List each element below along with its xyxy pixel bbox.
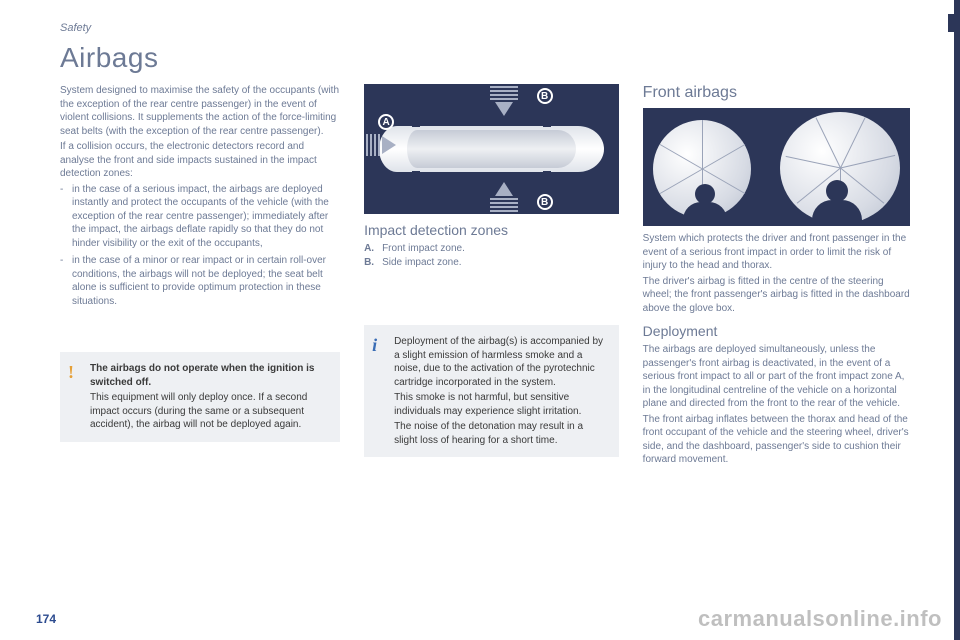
zone-b-label: B.: [364, 256, 382, 270]
zone-a-text: Front impact zone.: [382, 242, 465, 256]
front-airbags-heading: Front airbags: [643, 84, 910, 102]
section-label: Safety: [60, 22, 910, 34]
watermark: carmanualsonline.info: [698, 606, 942, 632]
zones-list: A. Front impact zone. B. Side impact zon…: [364, 242, 619, 269]
wheel: [543, 122, 551, 127]
warning-callout: ! The airbags do not operate when the ig…: [60, 352, 340, 442]
column-middle: A B B Impact detection zones A. Front im…: [364, 84, 619, 469]
intro-paragraph-2: If a collision occurs, the electronic de…: [60, 140, 340, 181]
wheel: [543, 171, 551, 176]
wheel: [412, 122, 420, 127]
right-p2: The driver's airbag is fitted in the cen…: [643, 275, 910, 316]
occupant-right: [812, 200, 862, 226]
front-impact-arrow: [366, 134, 396, 156]
deploy-p1: The airbags are deployed simultaneously,…: [643, 343, 910, 411]
right-body: System which protects the driver and fro…: [643, 232, 910, 315]
deploy-p2: The front airbag inflates between the th…: [643, 413, 910, 467]
warning-icon: !: [68, 360, 74, 384]
bullet-2: in the case of a minor or rear impact or…: [72, 254, 340, 308]
zone-row-a: A. Front impact zone.: [364, 242, 619, 256]
info-p2: This smoke is not harmful, but sensitive…: [394, 391, 607, 418]
page-title: Airbags: [60, 42, 910, 74]
side-impact-arrow-bottom: [490, 182, 518, 212]
occupant-right-head: [826, 180, 848, 202]
car-outline: [379, 126, 604, 172]
bullet-1: in the case of a serious impact, the air…: [72, 183, 340, 251]
page-number: 174: [36, 612, 56, 626]
intro-paragraph-1: System designed to maximise the safety o…: [60, 84, 340, 138]
diagram-badge-a: A: [378, 114, 394, 130]
info-icon: i: [372, 333, 377, 357]
deployment-body: The airbags are deployed simultaneously,…: [643, 343, 910, 467]
info-callout: i Deployment of the airbag(s) is accompa…: [364, 325, 619, 457]
warning-bold: The airbags do not operate when the igni…: [90, 363, 314, 388]
column-right: Front airbags: [643, 84, 910, 469]
front-airbags-diagram: [643, 108, 910, 226]
warning-body: This equipment will only deploy once. If…: [90, 391, 328, 432]
side-impact-arrow-top: [490, 86, 518, 116]
zone-a-label: A.: [364, 242, 382, 256]
wheel: [412, 171, 420, 176]
occupant-left-head: [695, 184, 715, 204]
zone-row-b: B. Side impact zone.: [364, 256, 619, 270]
column-left: System designed to maximise the safety o…: [60, 84, 340, 469]
zones-heading: Impact detection zones: [364, 222, 619, 238]
right-p1: System which protects the driver and fro…: [643, 232, 910, 273]
bullet-list: in the case of a serious impact, the air…: [60, 183, 340, 309]
impact-zones-diagram: A B B: [364, 84, 619, 214]
deployment-heading: Deployment: [643, 323, 910, 339]
intro-block: System designed to maximise the safety o…: [60, 84, 340, 181]
info-p3: The noise of the detonation may result i…: [394, 420, 607, 447]
occupant-left: [683, 202, 727, 226]
diagram-badge-b-bottom: B: [537, 194, 553, 210]
diagram-badge-b-top: B: [537, 88, 553, 104]
columns: System designed to maximise the safety o…: [60, 84, 910, 469]
zone-b-text: Side impact zone.: [382, 256, 462, 270]
page-content: Safety Airbags System designed to maximi…: [0, 0, 960, 640]
info-p1: Deployment of the airbag(s) is accompani…: [394, 335, 607, 389]
